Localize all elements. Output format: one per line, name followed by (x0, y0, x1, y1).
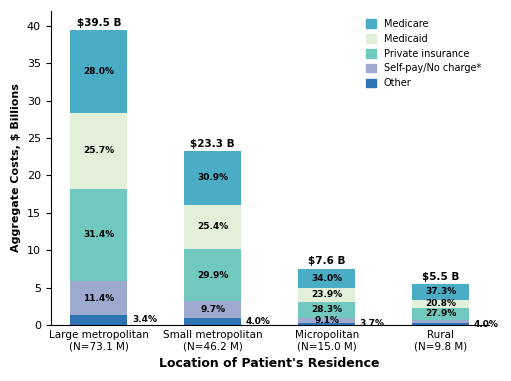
Text: 9.7%: 9.7% (200, 305, 225, 314)
Bar (298, 323, 355, 325)
Text: 37.3%: 37.3% (425, 287, 456, 296)
Text: $7.6 B: $7.6 B (308, 256, 345, 266)
Bar (298, 288, 355, 301)
Text: 3.4%: 3.4% (132, 315, 157, 324)
Text: 4.0%: 4.0% (474, 320, 498, 328)
Bar (412, 308, 469, 320)
Bar (412, 299, 469, 308)
Text: 28.3%: 28.3% (311, 305, 342, 314)
Text: 31.4%: 31.4% (83, 231, 114, 239)
Bar (71, 315, 127, 325)
Bar (298, 301, 355, 318)
Bar (298, 269, 355, 288)
Bar (184, 151, 241, 205)
Bar (184, 318, 241, 325)
Text: $23.3 B: $23.3 B (191, 139, 235, 149)
Text: 25.7%: 25.7% (83, 146, 114, 155)
Bar (412, 323, 469, 325)
Bar (71, 30, 127, 113)
Text: 11.4%: 11.4% (83, 293, 114, 303)
Text: 23.9%: 23.9% (311, 290, 342, 299)
Text: 28.0%: 28.0% (83, 67, 114, 76)
Text: 9.1%: 9.1% (314, 316, 339, 325)
Bar (71, 281, 127, 315)
Text: $39.5 B: $39.5 B (77, 18, 121, 27)
Bar (184, 249, 241, 301)
Bar (298, 318, 355, 323)
Text: 30.9%: 30.9% (197, 173, 228, 182)
Text: 34.0%: 34.0% (311, 274, 342, 283)
Text: 27.9%: 27.9% (425, 309, 456, 319)
Bar (71, 189, 127, 281)
Y-axis label: Aggregate Costs, $ Billions: Aggregate Costs, $ Billions (11, 83, 21, 253)
Text: $5.5 B: $5.5 B (422, 272, 459, 282)
Legend: Medicare, Medicaid, Private insurance, Self-pay/No charge*, Other: Medicare, Medicaid, Private insurance, S… (363, 16, 484, 91)
Bar (184, 205, 241, 249)
X-axis label: Location of Patient's Residence: Location of Patient's Residence (159, 357, 380, 370)
Text: 3.7%: 3.7% (360, 319, 385, 328)
Bar (412, 284, 469, 299)
Bar (71, 113, 127, 189)
Text: 29.9%: 29.9% (197, 271, 228, 280)
Text: 25.4%: 25.4% (197, 223, 228, 231)
Text: 20.8%: 20.8% (425, 299, 456, 308)
Bar (412, 320, 469, 323)
Text: 4.0%: 4.0% (246, 317, 271, 326)
Bar (184, 301, 241, 318)
